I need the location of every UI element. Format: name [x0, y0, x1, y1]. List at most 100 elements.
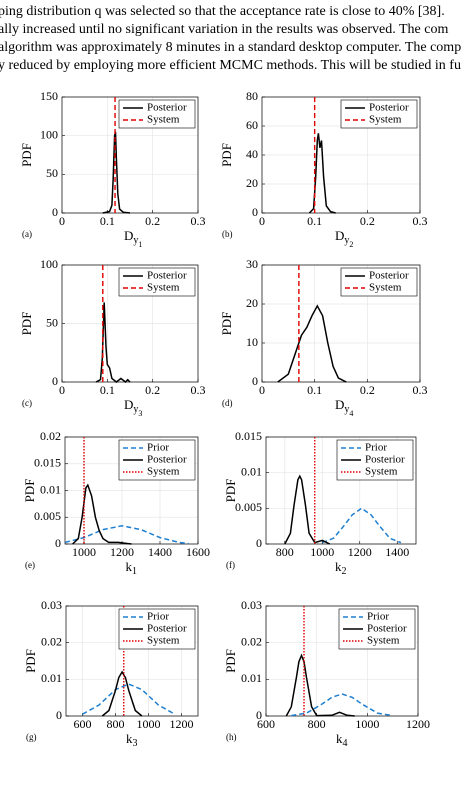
text-line: y reduced by employing more efficient MC…: [0, 58, 461, 73]
y-tick-label: 100: [40, 127, 58, 141]
x-tick-label: 1200: [110, 545, 134, 559]
y-tick-label: 50: [46, 166, 58, 180]
chart: 0 0.01 0.02 0.03 600 800 1000 1200 PriorPosterio…: [223, 598, 430, 750]
x-axis-label: Dy3: [124, 397, 142, 418]
panel-label: (c): [22, 398, 32, 408]
x-axis-label-main: k: [126, 731, 133, 746]
pdf-curve: [322, 507, 402, 544]
x-tick-label: 1000: [355, 717, 379, 731]
panel-label: (g): [26, 732, 37, 742]
y-tick-label: 0: [256, 708, 262, 722]
y-tick-label: 0.01: [241, 671, 262, 685]
legend-label: Prior: [147, 442, 169, 454]
axes-box: [65, 605, 199, 717]
x-tick-label: 1400: [148, 545, 172, 559]
pdf-curve: [101, 670, 143, 717]
y-tick-label: 0.03: [41, 598, 62, 612]
x-axis-label-main: D: [124, 397, 133, 412]
y-axis-label: PDF: [223, 649, 238, 673]
panel-label: (e): [25, 560, 35, 570]
x-axis-label: k2: [335, 559, 347, 577]
legend-label: System: [369, 114, 402, 126]
y-tick-label: 80: [246, 89, 258, 103]
x-tick-label: 600: [74, 717, 92, 731]
pdf-curve: [72, 483, 132, 545]
y-axis-label: PDF: [219, 312, 234, 336]
axes-box: [261, 96, 421, 214]
y-tick-label: 0.01: [41, 671, 62, 685]
y-tick-label: 0: [52, 205, 58, 219]
y-tick-label: 10: [246, 335, 258, 349]
x-tick-label: 1000: [310, 545, 334, 559]
y-tick-label: 20: [246, 176, 258, 190]
x-tick-label: 1200: [348, 545, 372, 559]
x-tick-label: 0: [59, 383, 65, 397]
x-tick-label: 600: [257, 717, 275, 731]
x-tick-label: 0.2: [360, 214, 375, 228]
y-axis-label: PDF: [22, 479, 37, 503]
panel-label: (d): [222, 398, 233, 408]
y-tick-label: 20: [246, 296, 258, 310]
x-tick-label: 0.1: [307, 214, 322, 228]
pdf-curve: [285, 653, 355, 717]
y-tick-label: 0.01: [40, 482, 61, 496]
legend-label: Posterior: [365, 454, 405, 466]
x-tick-label: 1400: [385, 545, 409, 559]
axes-box: [261, 264, 421, 383]
legend-label: Posterior: [147, 623, 187, 635]
x-axis-label: Dy2: [335, 228, 353, 249]
x-axis-label-subsub: 1: [138, 240, 142, 249]
x-axis-label: k1: [126, 559, 138, 577]
y-tick-label: 0.02: [241, 634, 262, 648]
x-tick-label: 1000: [137, 717, 161, 731]
y-tick-label: 0.02: [41, 634, 62, 648]
legend-label: System: [147, 114, 180, 126]
chart: 0 0.005 0.01 0.015 800 1000 1200 1400 PriorPoste…: [223, 429, 417, 577]
legend-label: Posterior: [369, 102, 409, 114]
text-line: ally increased until no significant vari…: [0, 22, 448, 37]
x-tick-label: 0: [259, 383, 265, 397]
legend-label: System: [147, 635, 180, 647]
x-axis-label-main: k: [336, 731, 343, 746]
x-axis-label-sub: 3: [133, 738, 138, 749]
x-tick-label: 0.3: [413, 383, 428, 397]
legend-label: Posterior: [367, 623, 407, 635]
legend-label: System: [367, 635, 400, 647]
x-axis-label: k3: [126, 731, 138, 749]
x-tick-label: 0.2: [360, 383, 375, 397]
x-axis-label-sub: y: [344, 404, 349, 415]
x-axis-label-main: k: [335, 559, 342, 574]
x-tick-label: 800: [107, 717, 125, 731]
x-axis-label-subsub: 2: [349, 240, 353, 249]
legend-box: [118, 99, 196, 129]
pdf-curve: [284, 474, 331, 545]
x-tick-label: 1200: [170, 717, 194, 731]
y-tick-label: 50: [46, 315, 58, 329]
pdf-curve: [291, 693, 393, 717]
y-tick-label: 40: [246, 147, 258, 161]
y-tick-label: 0.02: [40, 429, 61, 443]
x-tick-label: 800: [276, 545, 294, 559]
pdf-curve: [277, 304, 347, 383]
y-tick-label: 30: [246, 257, 258, 271]
y-tick-label: 0.005: [34, 509, 61, 523]
x-axis-label: k4: [336, 731, 348, 749]
pdf-curve: [95, 302, 131, 384]
y-tick-label: 0: [256, 536, 262, 550]
y-tick-label: 0: [56, 708, 62, 722]
x-axis-label-sub: 4: [343, 738, 348, 749]
x-axis-label: Dy1: [124, 228, 142, 249]
text-line: algorithm was approximately 8 minutes in…: [0, 40, 461, 55]
x-tick-label: 1000: [72, 545, 96, 559]
x-axis-label-main: D: [335, 228, 344, 243]
text-line: ping distribution q was selected so that…: [0, 4, 445, 19]
x-tick-label: 0.2: [145, 383, 160, 397]
x-axis-label-sub: y: [133, 235, 138, 246]
legend-label: Posterior: [147, 102, 187, 114]
legend-label: System: [369, 282, 402, 294]
x-tick-label: 0.1: [100, 214, 115, 228]
y-tick-label: 0: [55, 536, 61, 550]
panel-label: (b): [222, 229, 233, 239]
